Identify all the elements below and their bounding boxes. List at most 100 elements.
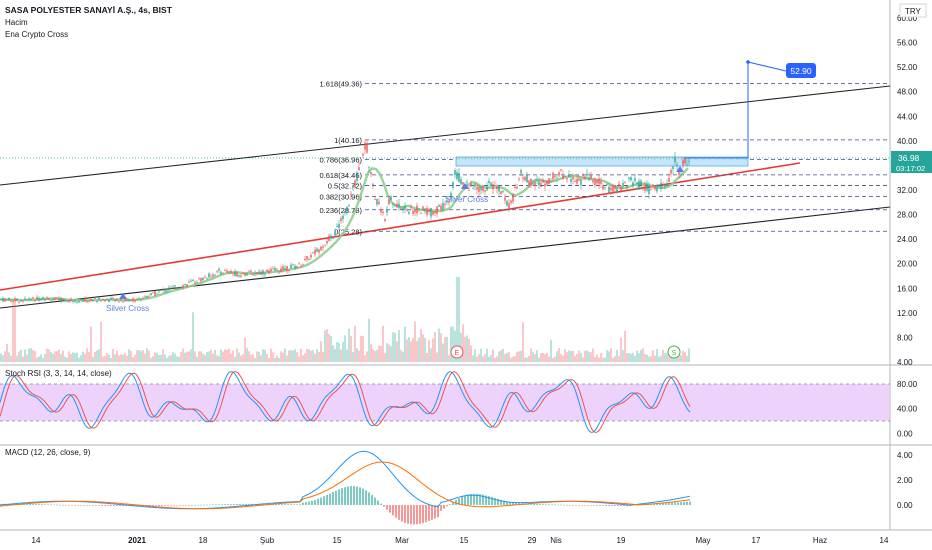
macd-hist-bar	[452, 502, 454, 505]
volume-bar	[168, 355, 170, 362]
volume-bar	[194, 351, 196, 362]
candle-body	[288, 269, 290, 271]
macd-hist-bar	[284, 504, 286, 505]
fib-level-label: 0(25.28)	[334, 227, 362, 236]
target-label-box[interactable]	[786, 63, 816, 78]
earnings-marker[interactable]	[450, 345, 464, 359]
volume-bar	[292, 350, 294, 362]
candle-body	[456, 172, 458, 180]
macd-hist-bar	[224, 504, 226, 505]
last-price-tag[interactable]	[891, 151, 932, 173]
volume-bar	[490, 354, 492, 362]
candle-body	[98, 297, 100, 300]
macd-histogram	[0, 486, 691, 525]
volume-bar	[600, 353, 602, 362]
volume-bar	[516, 351, 518, 362]
volume-bar	[260, 355, 262, 362]
macd-hist-bar	[620, 505, 622, 507]
macd-axis-tick: 0.00	[897, 501, 913, 510]
stoch-rsi-title[interactable]: Stoch RSI (3, 3, 14, 14, close)	[5, 369, 112, 378]
symbol-title[interactable]: SASA POLYESTER SANAYİ A.Ş., 4s, BIST	[5, 5, 173, 15]
macd-hist-bar	[353, 486, 355, 505]
volume-bar	[614, 356, 616, 362]
stoch-rsi-panel[interactable]	[0, 371, 890, 434]
candle-body	[174, 285, 176, 287]
volume-bar	[290, 349, 292, 362]
macd-hist-bar	[185, 505, 187, 506]
candle-body	[92, 300, 94, 302]
volume-bar	[178, 356, 180, 362]
red-trend-line[interactable]	[0, 162, 801, 291]
candle-body	[212, 274, 214, 277]
macd-title[interactable]: MACD (12, 26, close, 9)	[5, 448, 91, 457]
macd-hist-bar	[176, 505, 178, 506]
price-axis-tick: 8.00	[897, 333, 913, 342]
volume-bar	[182, 348, 184, 362]
candle-body	[276, 268, 278, 270]
time-axis-tick: Nis	[550, 536, 562, 545]
candle-body	[202, 277, 204, 280]
candle-body	[16, 299, 18, 301]
candle-body	[178, 287, 180, 289]
candle-body	[82, 299, 84, 302]
volume-bar	[152, 356, 154, 362]
macd-hist-bar	[242, 503, 244, 505]
volume-bar	[638, 353, 640, 362]
volume-bar	[518, 351, 520, 362]
volume-bar	[416, 341, 418, 362]
volume-bar	[574, 356, 576, 362]
crypto-cross-indicator-label[interactable]: Ena Crypto Cross	[5, 30, 68, 39]
macd-hist-bar	[164, 505, 166, 506]
macd-hist-bar	[293, 504, 295, 505]
time-axis-tick: Haz	[813, 536, 827, 545]
volume-bar	[300, 348, 302, 362]
macd-hist-bar	[296, 504, 298, 505]
macd-hist-bar	[506, 501, 508, 505]
macd-hist-bar	[545, 504, 547, 505]
macd-hist-bar	[158, 505, 160, 506]
volume-bar	[588, 351, 590, 362]
axes[interactable]: 60.0056.0052.0048.0044.0040.0036.0032.00…	[32, 14, 918, 545]
candle-body	[618, 183, 620, 187]
candle-body	[598, 178, 600, 184]
volume-bar	[44, 353, 46, 362]
candle-body	[206, 278, 208, 280]
split-marker[interactable]	[667, 345, 681, 359]
channel-upper-line[interactable]	[0, 85, 891, 186]
currency-badge	[899, 3, 927, 18]
channel-lower-line[interactable]	[0, 206, 891, 309]
macd-hist-bar	[656, 503, 658, 505]
volume-indicator-label[interactable]: Hacim	[5, 18, 28, 27]
volume-bar	[532, 352, 534, 362]
macd-hist-bar	[659, 503, 661, 505]
macd-hist-bar	[47, 504, 49, 506]
volume-bar	[524, 357, 526, 362]
macd-hist-bar	[155, 505, 157, 506]
macd-hist-bar	[362, 488, 364, 505]
silver-cross-label: Silver Cross	[445, 195, 488, 204]
candle-body	[314, 249, 316, 255]
candle-body	[166, 290, 168, 292]
resistance-zone[interactable]	[455, 156, 749, 167]
candle-body	[670, 170, 672, 174]
candle-body	[468, 190, 470, 192]
volume-bar	[256, 351, 258, 362]
volume-bar	[652, 350, 654, 362]
volume-bar	[406, 339, 408, 362]
candle-body	[486, 186, 488, 191]
volume-bar	[498, 351, 500, 362]
candle-body	[422, 206, 424, 211]
volume-bar	[542, 352, 544, 362]
volume-bar	[598, 357, 600, 362]
stoch-rsi-axis-tick: 40.00	[897, 405, 918, 414]
target-projection[interactable]: 52.90	[685, 60, 816, 159]
macd-hist-bar	[413, 505, 415, 525]
volume-bar	[392, 332, 394, 362]
candle-body	[180, 287, 182, 289]
candle-body	[608, 186, 610, 193]
volume-bar	[346, 349, 348, 362]
volume-bar	[662, 349, 664, 362]
candle-body	[260, 271, 262, 275]
macd-panel[interactable]	[0, 450, 691, 525]
